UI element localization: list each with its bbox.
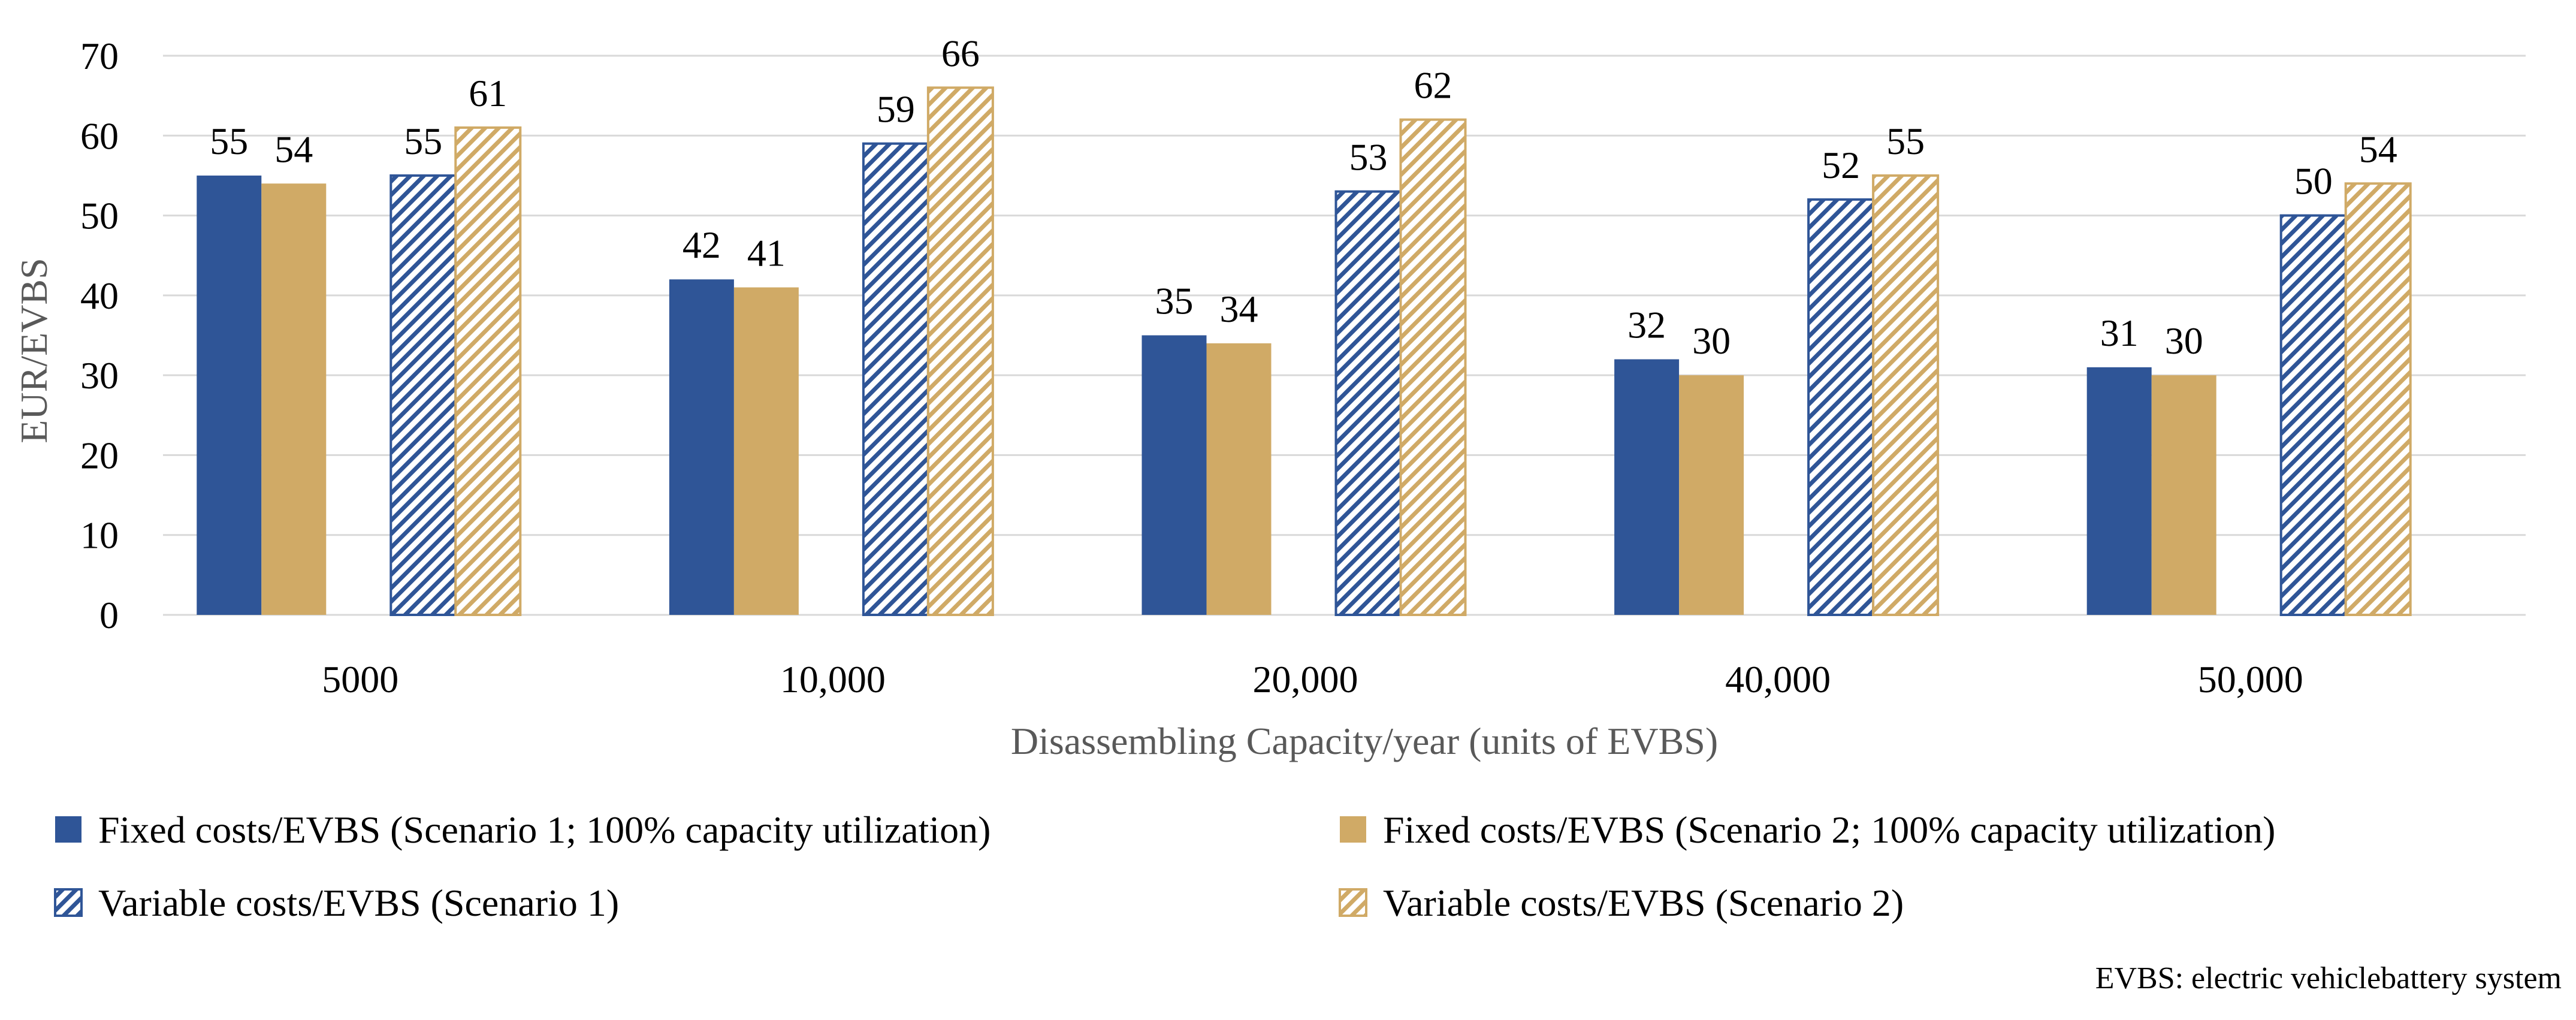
bar-series2-5000 bbox=[261, 183, 327, 615]
data-label-series1-50-000: 31 bbox=[2100, 312, 2139, 354]
bar-series3-40-000 bbox=[1807, 198, 1875, 616]
bar-series1-40-000 bbox=[1614, 359, 1680, 615]
legend: Fixed costs/EVBS (Scenario 1; 100% capac… bbox=[54, 808, 2275, 924]
bar-series2-50-000 bbox=[2151, 375, 2216, 615]
bar-series1-20-000 bbox=[1141, 335, 1207, 615]
bar-series3-5000 bbox=[389, 174, 457, 616]
bar-series4-50-000 bbox=[2344, 182, 2412, 616]
data-label-series4-20-000: 62 bbox=[1414, 64, 1452, 107]
legend-swatch-series1 bbox=[55, 816, 81, 843]
bar-series4-20-000 bbox=[1399, 118, 1467, 616]
y-tick-label: 10 bbox=[80, 514, 119, 557]
y-tick-label: 0 bbox=[99, 594, 119, 636]
legend-label-series1: Fixed costs/EVBS (Scenario 1; 100% capac… bbox=[98, 808, 990, 851]
x-tick-label-10-000: 10,000 bbox=[780, 658, 886, 701]
data-label-series4-40-000: 55 bbox=[1886, 120, 1925, 162]
bar-series3-20-000 bbox=[1334, 190, 1402, 617]
legend-item-series2: Fixed costs/EVBS (Scenario 2; 100% capac… bbox=[1340, 808, 2275, 851]
bar-series1-50-000 bbox=[2086, 367, 2152, 615]
data-label-series1-20-000: 35 bbox=[1155, 280, 1194, 322]
legend-swatch-series3 bbox=[54, 888, 83, 917]
legend-item-series3: Variable costs/EVBS (Scenario 1) bbox=[54, 882, 619, 924]
bar-series2-20-000 bbox=[1206, 343, 1272, 615]
x-tick-label-40-000: 40,000 bbox=[1725, 658, 1831, 701]
data-label-series2-50-000: 30 bbox=[2165, 319, 2203, 362]
x-tick-label-50-000: 50,000 bbox=[2198, 658, 2303, 701]
bar-series3-10-000 bbox=[862, 142, 929, 617]
y-tick-label: 30 bbox=[80, 354, 119, 397]
legend-label-series3: Variable costs/EVBS (Scenario 1) bbox=[98, 882, 619, 924]
bar-series4-10-000 bbox=[926, 86, 994, 617]
bar-series4-40-000 bbox=[1872, 174, 1940, 616]
legend-label-series2: Fixed costs/EVBS (Scenario 2; 100% capac… bbox=[1383, 808, 2275, 851]
data-label-series4-10-000: 66 bbox=[941, 32, 980, 74]
data-label-series3-20-000: 53 bbox=[1349, 136, 1388, 179]
bar-series1-5000 bbox=[197, 175, 262, 615]
data-label-series1-40-000: 32 bbox=[1627, 303, 1666, 346]
legend-swatch-series4 bbox=[1339, 888, 1367, 917]
data-label-series2-5000: 54 bbox=[274, 128, 313, 170]
y-axis-title: EUR/EVBS bbox=[13, 258, 55, 443]
y-tick-label: 50 bbox=[80, 195, 119, 237]
data-labels: 55 54 55 61 42 41 59 66 35 34 53 62 32 30 52 55 31 30 50 54 bbox=[210, 32, 2397, 362]
data-label-series4-5000: 61 bbox=[469, 72, 507, 114]
legend-item-series1: Fixed costs/EVBS (Scenario 1; 100% capac… bbox=[55, 808, 990, 851]
bar-series2-40-000 bbox=[1679, 375, 1744, 615]
data-label-series2-20-000: 34 bbox=[1220, 288, 1258, 330]
y-tick-label: 40 bbox=[80, 274, 119, 317]
data-label-series3-50-000: 50 bbox=[2294, 160, 2333, 203]
data-label-series2-10-000: 41 bbox=[747, 232, 786, 274]
legend-swatch-series2 bbox=[1340, 816, 1366, 843]
y-tick-label: 60 bbox=[80, 114, 119, 157]
x-axis-ticks: 5000 10,000 20,000 40,000 50,000 bbox=[322, 658, 2303, 701]
footnote: EVBS: electric vehiclebattery system bbox=[2095, 961, 2562, 995]
x-tick-label-20-000: 20,000 bbox=[1253, 658, 1358, 701]
data-label-series1-5000: 55 bbox=[210, 120, 248, 162]
x-axis-title: Disassembling Capacity/year (units of EV… bbox=[1011, 720, 1718, 762]
y-tick-label: 70 bbox=[80, 35, 119, 77]
x-tick-label-5000: 5000 bbox=[322, 658, 398, 701]
bar-series2-10-000 bbox=[733, 287, 799, 615]
data-label-series1-10-000: 42 bbox=[682, 224, 721, 266]
data-label-series3-40-000: 52 bbox=[1822, 144, 1860, 186]
data-label-series2-40-000: 30 bbox=[1692, 319, 1731, 362]
data-label-series3-10-000: 59 bbox=[877, 88, 915, 131]
bars bbox=[197, 86, 2412, 617]
legend-label-series4: Variable costs/EVBS (Scenario 2) bbox=[1383, 882, 1904, 924]
bar-series4-5000 bbox=[454, 126, 522, 616]
data-label-series4-50-000: 54 bbox=[2359, 128, 2397, 170]
bar-series1-10-000 bbox=[669, 279, 734, 615]
y-axis-ticks: 0 10 20 30 40 50 60 70 bbox=[80, 35, 119, 636]
data-label-series3-5000: 55 bbox=[404, 120, 442, 162]
y-tick-label: 20 bbox=[80, 434, 119, 476]
legend-item-series4: Variable costs/EVBS (Scenario 2) bbox=[1339, 882, 1904, 924]
bar-series3-50-000 bbox=[2279, 214, 2347, 617]
